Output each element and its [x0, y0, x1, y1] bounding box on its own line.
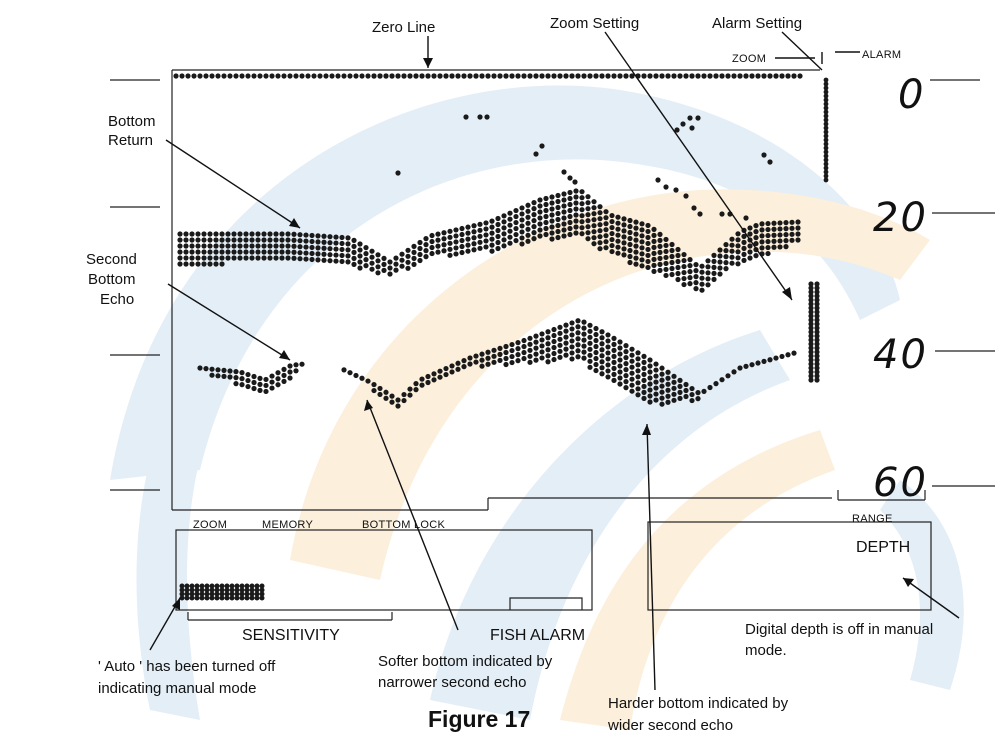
depth-scale-0: 0 — [898, 72, 926, 118]
second-bottom-echo-label-1: Second — [86, 251, 137, 268]
range-label: RANGE — [852, 513, 893, 525]
figure-caption: Figure 17 — [428, 706, 531, 732]
harder-bottom-note-1: Harder bottom indicated by — [608, 695, 789, 712]
sensitivity-label: SENSITIVITY — [242, 627, 340, 644]
auto-off-note-1: ' Auto ' has been turned off — [98, 658, 276, 675]
sonar-echo-dots — [173, 73, 829, 409]
screen-frame — [171, 69, 932, 621]
softer-bottom-note-2: narrower second echo — [378, 674, 527, 691]
alarm-indicator-label: ALARM — [862, 49, 902, 61]
arrow-heads — [172, 58, 914, 610]
depth-scale-20: 20 — [873, 195, 928, 241]
sensitivity-bar — [179, 583, 265, 601]
bottom-return-label-1: Bottom — [108, 113, 156, 130]
digital-depth-note-2: mode. — [745, 642, 787, 659]
zoom-setting-label: Zoom Setting — [550, 15, 640, 32]
alarm-setting-label: Alarm Setting — [712, 15, 803, 32]
bottom-return-label-2: Return — [108, 132, 154, 149]
auto-off-note-2: indicating manual mode — [98, 680, 257, 697]
watermark-logo — [110, 85, 964, 730]
harder-bottom-note-2: wider second echo — [608, 717, 734, 734]
depth-scale-40: 40 — [873, 332, 928, 378]
zoom-status-label: ZOOM — [193, 519, 228, 531]
zero-line-label: Zero Line — [372, 19, 436, 36]
depth-scale-60: 60 — [873, 460, 928, 506]
second-bottom-echo-label-3: Echo — [100, 291, 135, 308]
softer-bottom-note-1: Softer bottom indicated by — [378, 653, 553, 670]
callout-leaders — [149, 31, 960, 691]
depth-tick-lines — [110, 79, 995, 491]
depth-box-label: DEPTH — [856, 539, 911, 556]
zoom-indicator-label: ZOOM — [732, 53, 767, 65]
fish-alarm-label: FISH ALARM — [490, 627, 586, 644]
second-bottom-echo-label-2: Bottom — [88, 271, 136, 288]
bottom-lock-status-label: BOTTOM LOCK — [362, 519, 446, 531]
memory-status-label: MEMORY — [262, 519, 314, 531]
digital-depth-note-1: Digital depth is off in manual — [745, 621, 934, 638]
